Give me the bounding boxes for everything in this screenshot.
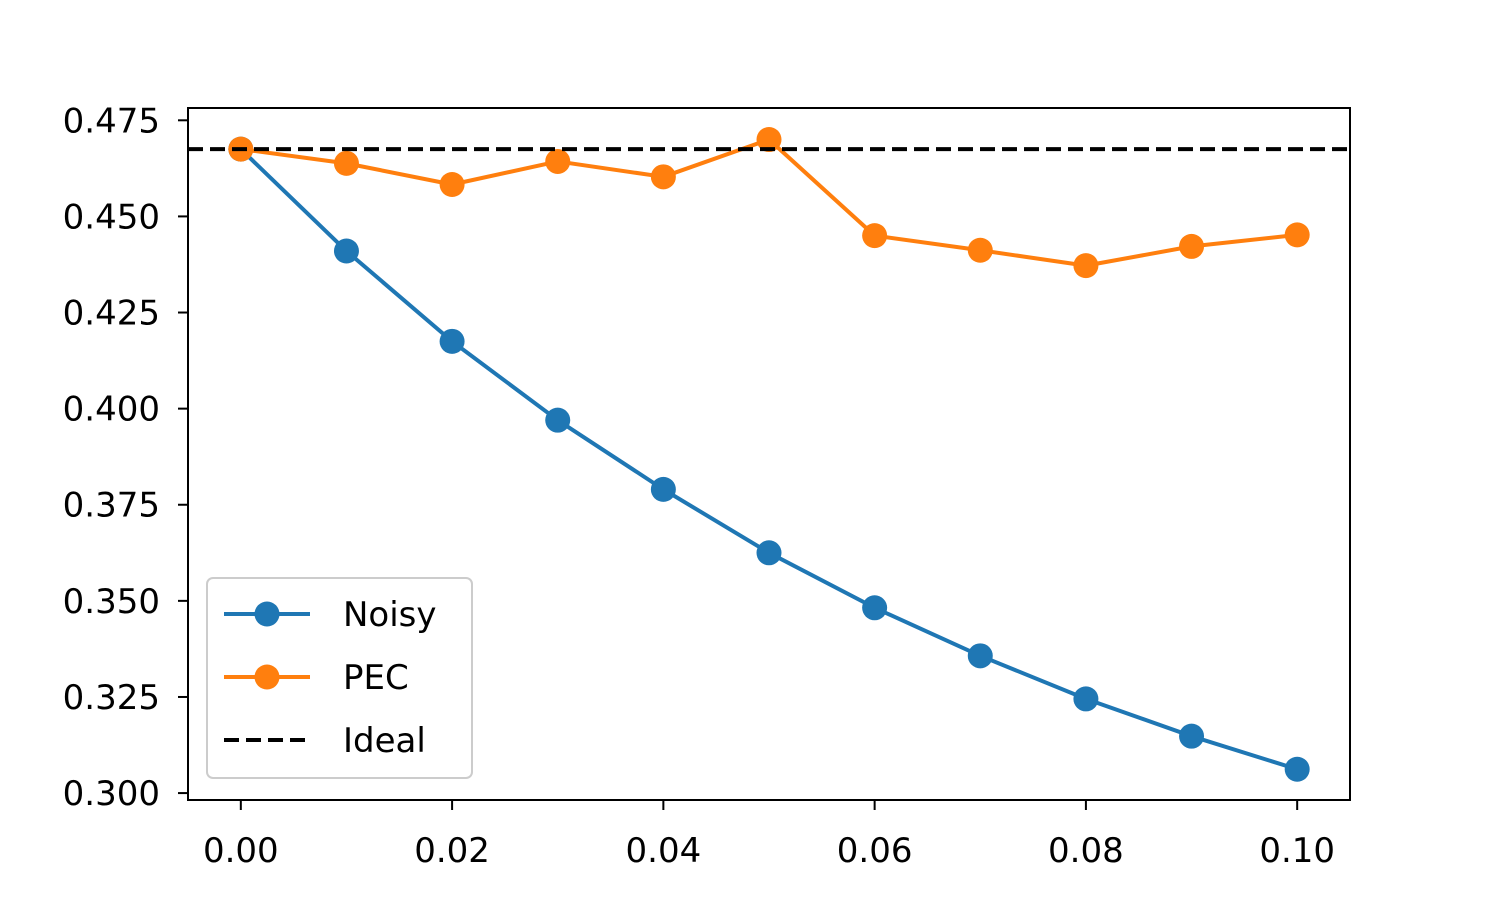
data-point-noisy [862, 595, 888, 621]
x-tick-label: 0.02 [414, 831, 490, 871]
legend-marker-noisy [254, 601, 280, 627]
x-tick-label: 0.08 [1048, 831, 1124, 871]
y-tick-label: 0.475 [63, 101, 160, 141]
y-tick-label: 0.300 [63, 774, 160, 814]
x-tick-label: 0.06 [837, 831, 913, 871]
data-point-noisy [967, 643, 993, 669]
data-point-noisy [439, 328, 465, 354]
data-point-pec [1179, 233, 1205, 259]
y-tick-label: 0.375 [63, 486, 160, 526]
legend-label-ideal: Ideal [343, 721, 426, 761]
y-tick-label: 0.425 [63, 294, 160, 334]
data-point-pec [1284, 222, 1310, 248]
legend-label-noisy: Noisy [343, 595, 437, 635]
data-point-noisy [545, 407, 571, 433]
data-point-noisy [650, 476, 676, 502]
data-point-pec [333, 150, 359, 176]
y-tick-label: 0.400 [63, 390, 160, 430]
legend-label-pec: PEC [343, 658, 409, 698]
y-tick-label: 0.450 [63, 197, 160, 237]
data-point-pec [756, 127, 782, 153]
data-point-pec [439, 172, 465, 198]
y-tick-label: 0.350 [63, 582, 160, 622]
data-point-noisy [1179, 723, 1205, 749]
plot-series [188, 127, 1350, 782]
data-point-pec [1073, 253, 1099, 279]
legend: Noisy PEC Ideal [206, 577, 473, 779]
data-point-pec [650, 164, 676, 190]
plot-axes: 0.00 0.02 0.04 0.06 0.08 0.10 0.300 0.325 0.350 0… [63, 101, 1351, 871]
data-point-pec [967, 237, 993, 263]
data-point-noisy [1073, 686, 1099, 712]
data-point-noisy [756, 540, 782, 566]
series-line-pec [240, 137, 1298, 268]
data-point-pec [545, 148, 571, 174]
y-tick-label: 0.325 [63, 678, 160, 718]
plot-frame [187, 107, 1351, 801]
legend-box [206, 577, 473, 779]
x-tick-label: 0.00 [203, 831, 279, 871]
data-point-noisy [1284, 756, 1310, 782]
data-point-pec [862, 223, 888, 249]
data-point-noisy [333, 238, 359, 264]
legend-marker-pec [254, 664, 280, 690]
x-tick-label: 0.10 [1259, 831, 1335, 871]
x-tick-label: 0.04 [626, 831, 702, 871]
